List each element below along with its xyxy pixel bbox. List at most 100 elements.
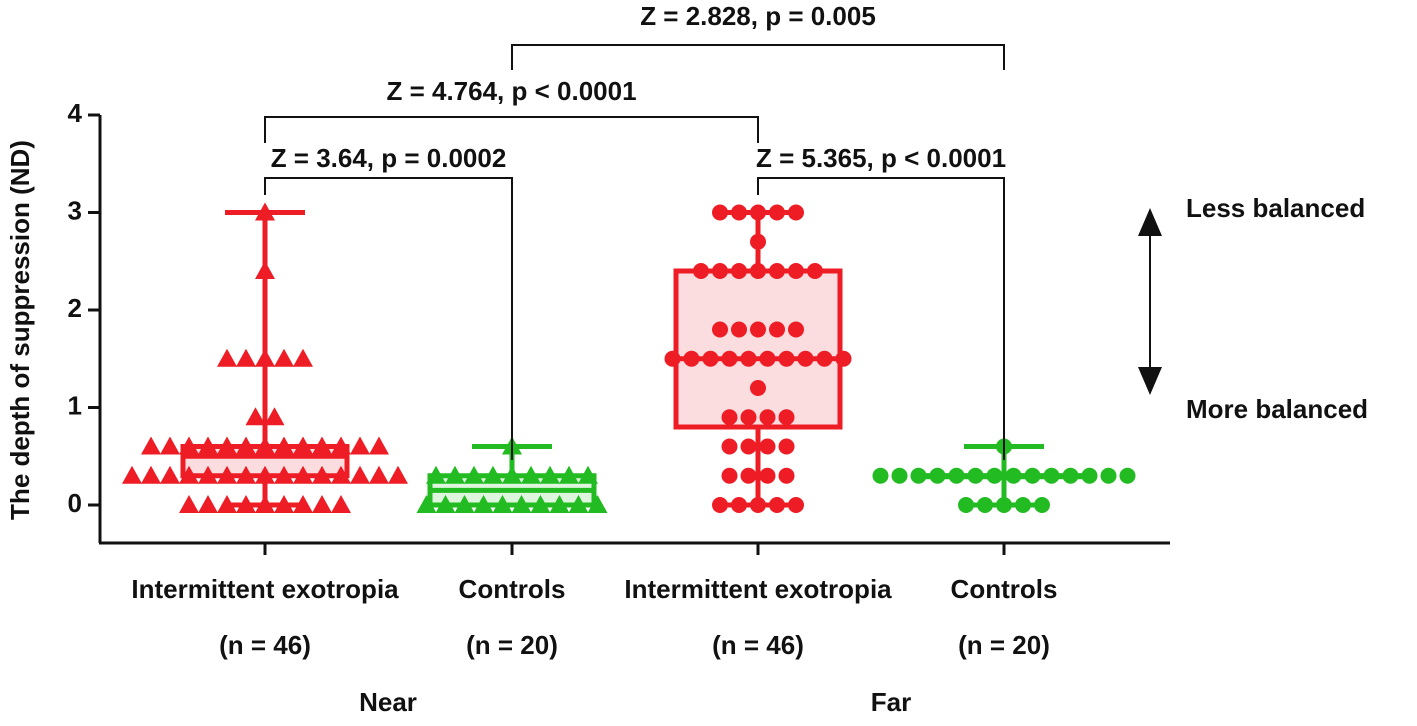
point	[274, 465, 294, 484]
annotation: Z = 5.365, p < 0.0001	[756, 143, 1006, 173]
point	[445, 465, 465, 484]
point	[236, 348, 256, 367]
annotation: Z = 4.764, p < 0.0001	[386, 76, 636, 106]
point	[958, 497, 974, 513]
point	[769, 263, 785, 279]
point	[807, 263, 823, 279]
point	[721, 350, 738, 367]
y-tick-label: 3	[68, 195, 82, 225]
point	[350, 465, 370, 484]
point	[274, 348, 294, 367]
point	[788, 497, 804, 513]
annotation: Z = 2.828, p = 0.005	[640, 1, 876, 31]
point	[540, 465, 560, 484]
point	[312, 495, 332, 513]
y-axis-title: The depth of suppression (ND)	[5, 140, 35, 520]
point	[255, 202, 275, 221]
point	[483, 465, 503, 484]
point	[331, 465, 351, 484]
point	[750, 321, 766, 338]
x-tick-label: Controls	[459, 574, 566, 604]
point	[778, 409, 795, 426]
point	[217, 348, 237, 367]
n-label: (n = 20)	[466, 630, 558, 660]
point	[160, 436, 180, 455]
point	[891, 467, 908, 484]
point	[778, 350, 795, 367]
point	[788, 263, 804, 279]
point	[750, 233, 766, 250]
point	[160, 465, 180, 484]
x-tick-label: Intermittent exotropia	[624, 574, 892, 604]
bracket	[264, 177, 513, 460]
point	[521, 465, 541, 484]
n-label: (n = 46)	[712, 630, 804, 660]
point	[750, 204, 766, 221]
point	[274, 495, 294, 513]
point	[122, 465, 142, 484]
x-tick-label: Intermittent exotropia	[131, 574, 399, 604]
point	[179, 436, 199, 455]
point	[255, 348, 275, 367]
point	[788, 321, 804, 338]
point	[721, 467, 738, 484]
point	[740, 350, 757, 367]
n-label: (n = 46)	[219, 630, 311, 660]
point	[977, 497, 993, 513]
condition-label: Far	[871, 687, 911, 717]
point	[141, 465, 161, 484]
point	[245, 407, 266, 426]
y-tick-label: 1	[68, 390, 82, 420]
point	[740, 467, 757, 484]
point	[217, 465, 237, 484]
point	[731, 497, 747, 513]
point	[236, 465, 256, 484]
arrow-head	[1138, 367, 1162, 395]
point	[236, 495, 256, 513]
point	[740, 438, 757, 455]
y-tick-label: 2	[68, 293, 82, 323]
point	[255, 261, 275, 279]
point	[750, 263, 766, 279]
point	[769, 321, 785, 338]
bracket	[757, 177, 1005, 460]
point	[996, 497, 1012, 513]
y-tick-label: 0	[68, 488, 82, 518]
point	[731, 321, 747, 338]
point	[967, 467, 984, 484]
point	[293, 465, 313, 484]
point	[721, 438, 738, 455]
point	[198, 495, 218, 513]
point	[1015, 497, 1031, 513]
point	[769, 497, 785, 513]
point	[797, 350, 814, 367]
point	[549, 495, 570, 513]
box	[673, 268, 843, 430]
point	[1100, 467, 1117, 484]
point	[1043, 467, 1060, 484]
bracket	[511, 44, 1005, 70]
point	[587, 495, 608, 513]
point	[141, 436, 161, 455]
point	[293, 348, 313, 367]
point	[511, 495, 532, 513]
point	[255, 436, 275, 455]
y-tick-label: 4	[68, 98, 83, 128]
point	[750, 380, 766, 396]
point	[740, 409, 757, 426]
x-tick-label: Controls	[951, 574, 1058, 604]
bracket	[264, 116, 759, 143]
point	[331, 436, 351, 455]
point	[816, 350, 833, 367]
point	[702, 350, 719, 367]
point	[759, 409, 776, 426]
scale-label: Less balanced	[1186, 193, 1365, 223]
point	[948, 467, 965, 484]
point	[759, 467, 776, 484]
point	[1024, 467, 1041, 484]
point	[198, 465, 218, 484]
point	[759, 350, 776, 367]
point	[198, 436, 218, 455]
point	[721, 409, 738, 426]
